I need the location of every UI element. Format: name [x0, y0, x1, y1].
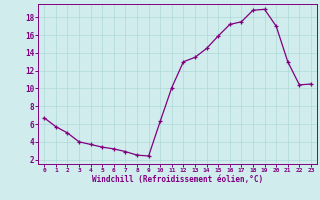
X-axis label: Windchill (Refroidissement éolien,°C): Windchill (Refroidissement éolien,°C): [92, 175, 263, 184]
